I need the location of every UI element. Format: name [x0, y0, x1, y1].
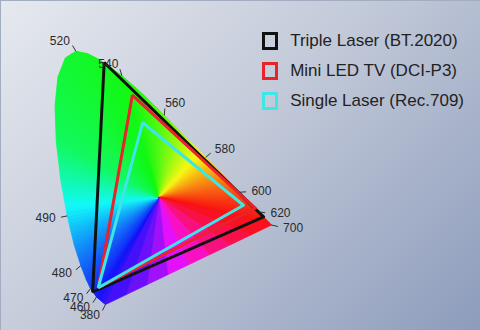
html-text:Mini LED TV (DCI-P3): Mini LED TV (DCI-P3): [290, 61, 457, 80]
svg-text:600: 600: [251, 184, 271, 198]
svg-text:520: 520: [50, 34, 70, 48]
svg-text:560: 560: [165, 96, 185, 110]
svg-text:620: 620: [270, 206, 290, 220]
html-text:Single Laser (Rec.709): Single Laser (Rec.709): [290, 91, 464, 110]
svg-text:700: 700: [283, 221, 303, 235]
svg-text:490: 490: [36, 211, 56, 225]
html-text:Triple Laser (BT.2020): Triple Laser (BT.2020): [290, 31, 458, 50]
svg-text:580: 580: [215, 142, 235, 156]
svg-text:540: 540: [98, 57, 118, 71]
svg-text:480: 480: [52, 266, 72, 280]
svg-text:380: 380: [79, 308, 100, 323]
svg-text:460: 460: [70, 300, 91, 315]
svg-text:470: 470: [63, 291, 83, 305]
